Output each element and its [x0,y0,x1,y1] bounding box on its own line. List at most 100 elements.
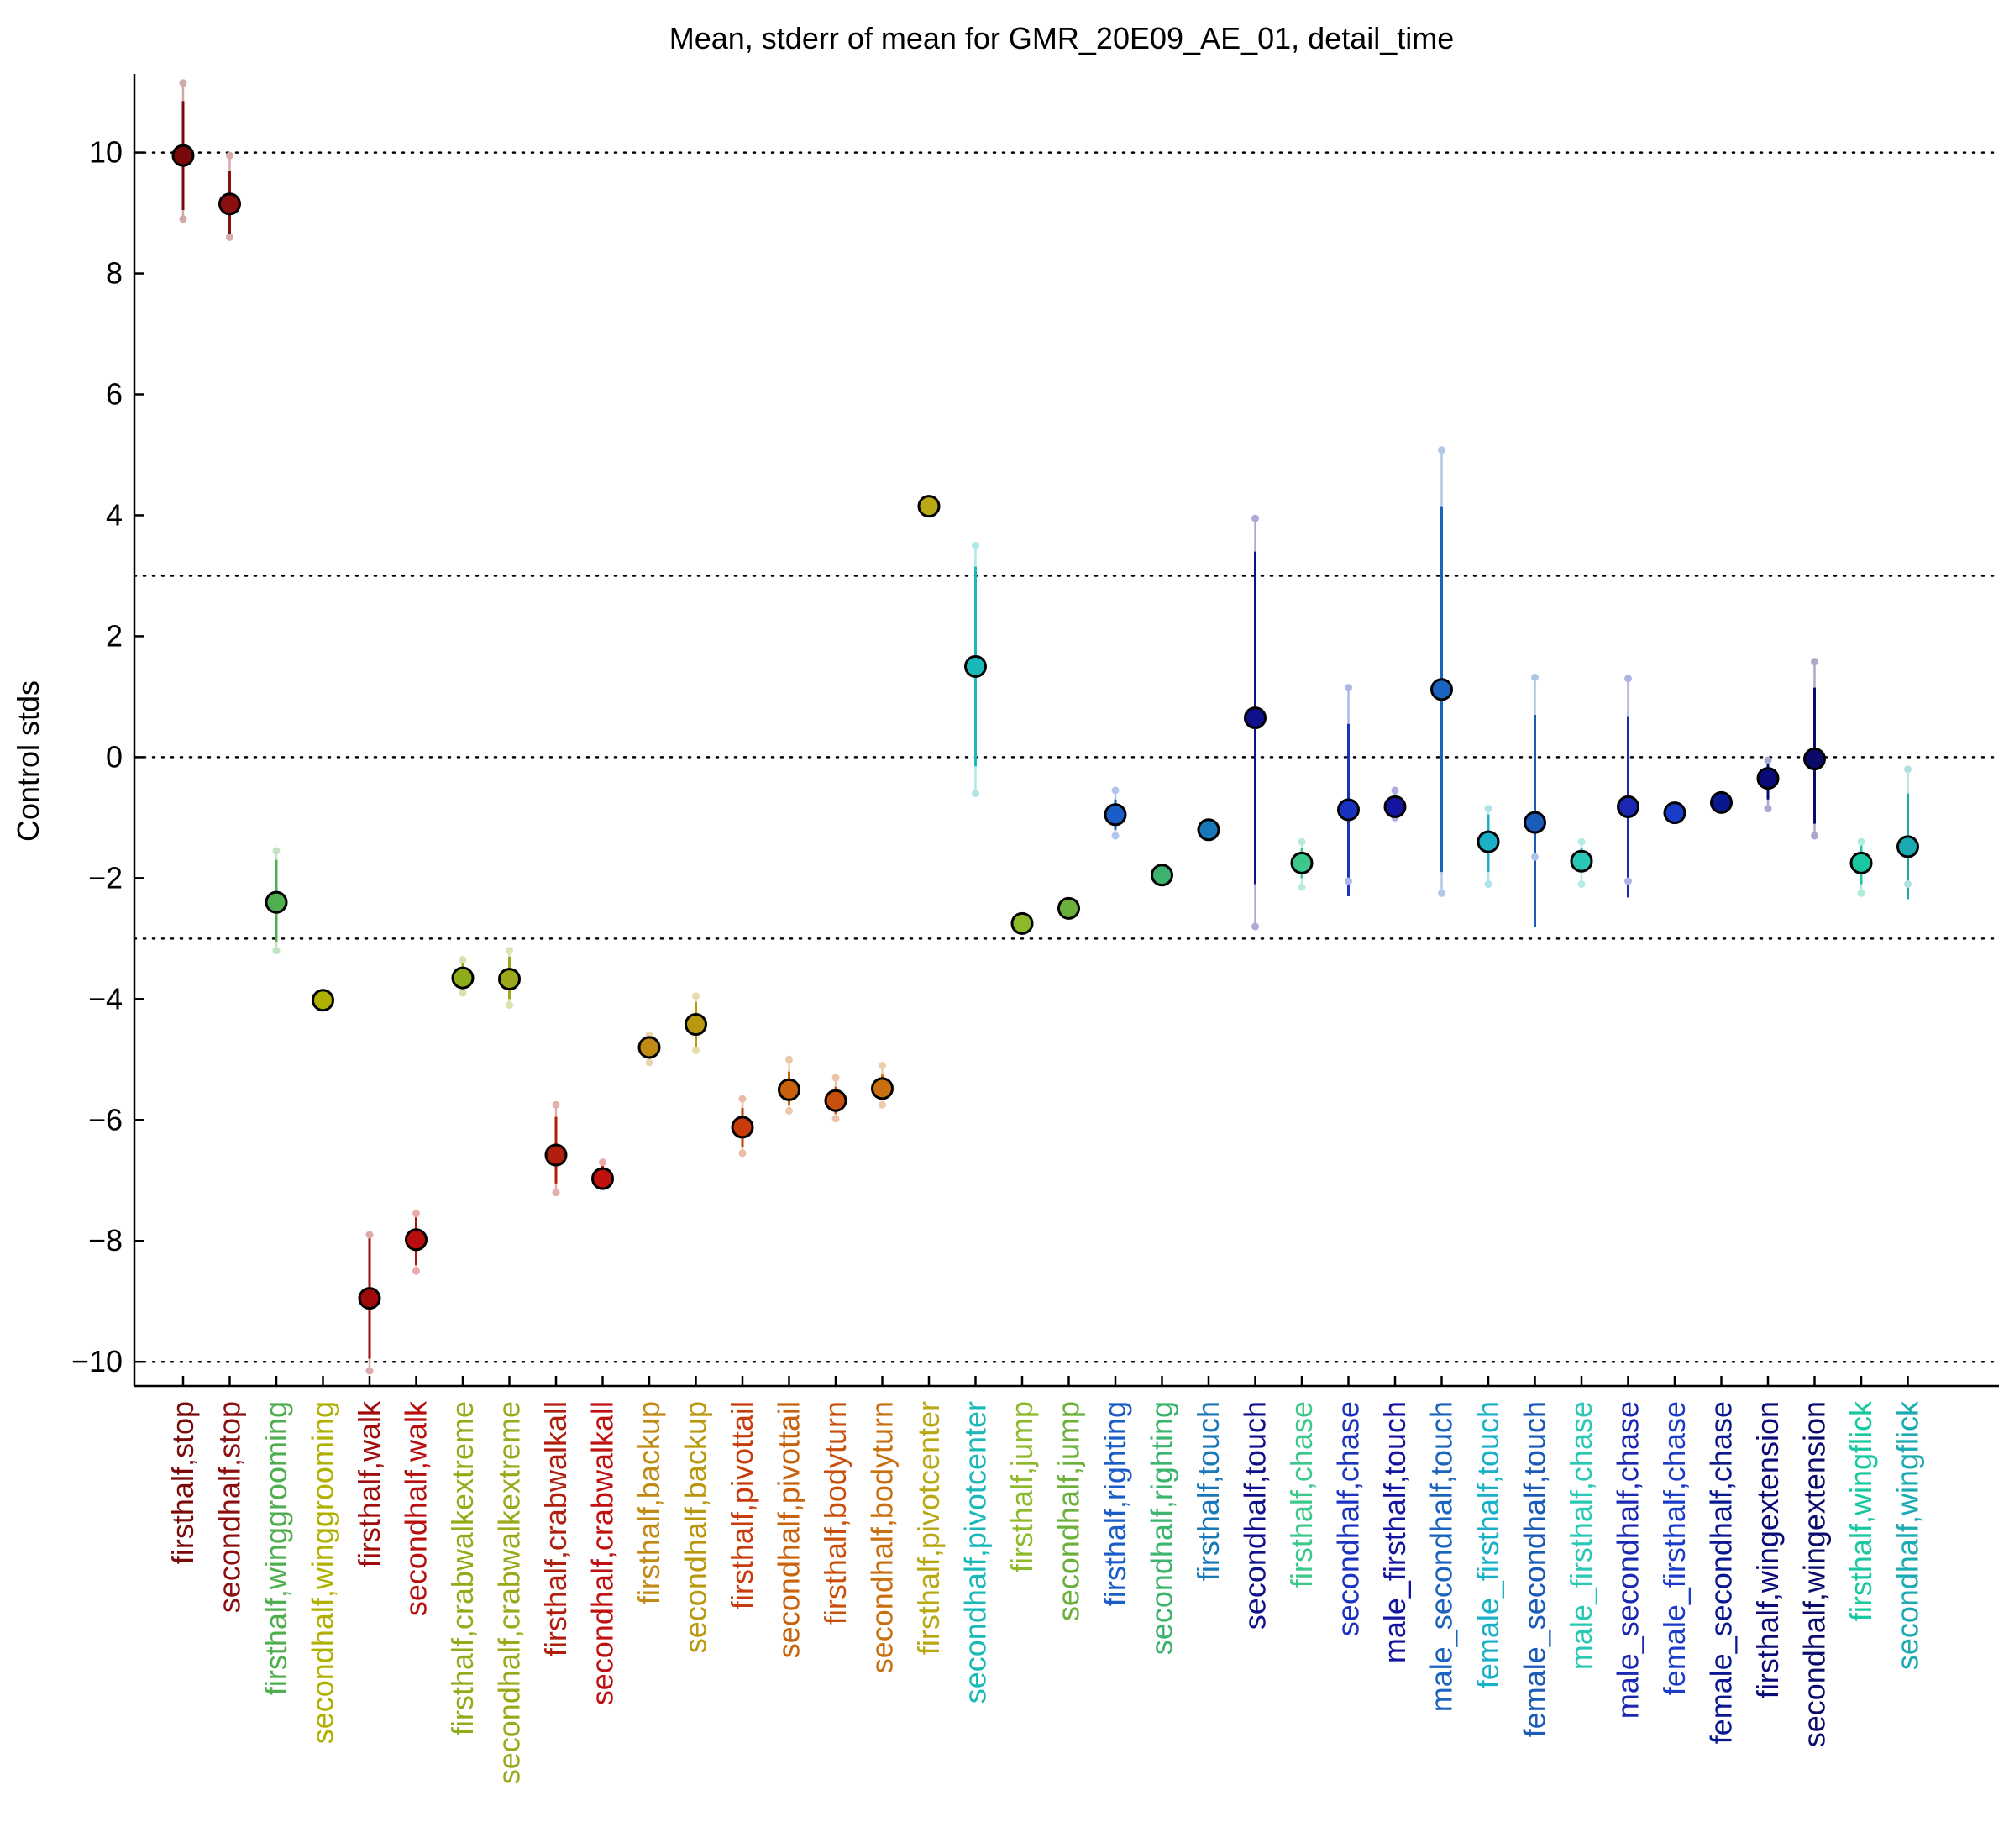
mean-point [1710,790,1733,814]
range-end-marker [1904,880,1912,889]
mean-point [778,1078,800,1101]
x-tick-label: firsthalf,chase [1284,1401,1319,1588]
x-tick-label: firsthalf,stop [165,1401,200,1564]
data-point-group [1337,684,1360,896]
range-end-marker [365,1367,374,1375]
x-tick-label: male_secondhalf,chase [1611,1401,1645,1719]
data-point-group [358,1231,381,1375]
mean-point [1663,801,1686,825]
x-tick-label: secondhalf,righting [1145,1401,1179,1655]
x-tick-label: secondhalf,wingflick [1891,1400,1925,1670]
x-tick-label: firsthalf,righting [1098,1401,1132,1606]
range-end-marker [1624,877,1632,885]
mean-point [731,1116,754,1139]
y-ticks: −10 −8 −6 −4 −2 0 2 4 6 8 10 [71,135,144,1378]
range-end-marker [879,1061,886,1069]
range-end-marker [599,1158,606,1167]
range-end-marker [972,790,979,798]
data-point-group [265,847,288,955]
data-point-group [1057,896,1080,920]
range-end-marker [1531,673,1539,681]
range-end-marker [1484,805,1492,813]
range-end-marker [272,947,281,955]
data-marks [171,79,1919,1375]
x-tick-label: female_secondhalf,touch [1518,1401,1552,1737]
x-tick-label: female_firsthalf,touch [1471,1401,1505,1688]
data-point-group [1617,675,1639,898]
data-point-group [1151,864,1173,887]
range-end-marker [1298,883,1306,891]
x-tick-label: male_secondhalf,touch [1424,1401,1459,1712]
y-tick-label: 8 [106,256,123,291]
data-point-group [1570,837,1593,889]
range-end-marker [831,1074,840,1082]
range-end-marker [1345,684,1352,692]
x-tick-label: secondhalf,crabwalkextreme [492,1401,527,1784]
x-tick-label: secondhalf,stop [212,1401,247,1613]
mean-point [1803,748,1826,771]
mean-point [917,495,941,518]
range-end-marker [1764,756,1772,764]
mean-point [1337,798,1360,822]
x-tick-label: male_firsthalf,touch [1377,1401,1412,1663]
range-end-marker [552,1189,560,1197]
range-end-marker [1438,446,1445,454]
range-end-marker [1904,765,1912,774]
data-point-group [964,541,987,798]
y-tick-label: 0 [106,739,123,774]
range-end-marker [692,1047,700,1055]
mean-point [1010,911,1034,935]
range-end-marker [1298,837,1306,846]
mean-point [1057,896,1080,920]
range-end-marker [506,1001,513,1010]
data-point-group [1010,911,1034,935]
mean-point [1151,864,1173,887]
data-point-group [591,1158,614,1190]
x-ticks [181,1376,1909,1386]
y-tick-label: −4 [88,981,123,1016]
y-tick-label: 6 [106,377,123,412]
x-tick-label: secondhalf,crabwalkall [585,1401,620,1705]
range-end-marker [831,1115,840,1123]
data-point-group [544,1100,568,1197]
range-end-marker [785,1055,793,1063]
range-end-marker [1624,675,1632,683]
data-point-group [1477,805,1500,889]
x-tick-label: firsthalf,crabwalkextreme [445,1401,480,1735]
range-end-marker [785,1106,793,1115]
mean-point [358,1287,381,1310]
x-tick-label: secondhalf,pivotcenter [958,1401,993,1704]
range-end-marker [1857,889,1865,897]
mean-point [451,966,475,990]
x-tick-label: secondhalf,touch [1238,1401,1272,1630]
data-point-group [1383,786,1407,822]
range-end-marker [738,1095,747,1103]
range-end-marker [692,992,700,1000]
x-tick-label: firsthalf,pivottail [725,1401,759,1609]
mean-point [1383,795,1407,818]
mean-point [1430,678,1453,701]
reference-lines [133,151,2001,1363]
data-point-group [498,947,521,1010]
data-point-group [1710,790,1733,814]
data-point-group [1896,765,1919,900]
mean-point [1290,851,1314,874]
range-end-marker [1531,853,1539,861]
mean-point [1756,767,1780,790]
data-point-group [1849,837,1873,897]
x-tick-label: firsthalf,walk [352,1400,386,1567]
x-tick-label: secondhalf,chase [1331,1401,1366,1636]
x-tick-label: secondhalf,bodyturn [865,1401,900,1673]
x-tick-label: secondhalf,wingextension [1797,1401,1832,1747]
data-point-group [405,1210,428,1275]
x-tick-label: secondhalf,winggrooming [306,1401,340,1744]
mean-point [824,1089,847,1112]
x-tick-label: firsthalf,winggrooming [259,1401,293,1695]
range-end-marker [272,847,281,855]
range-end-marker [1577,880,1586,889]
x-tick-label: firsthalf,pivotcenter [911,1401,946,1655]
y-tick-label: 2 [106,618,123,653]
range-end-marker [879,1100,886,1109]
